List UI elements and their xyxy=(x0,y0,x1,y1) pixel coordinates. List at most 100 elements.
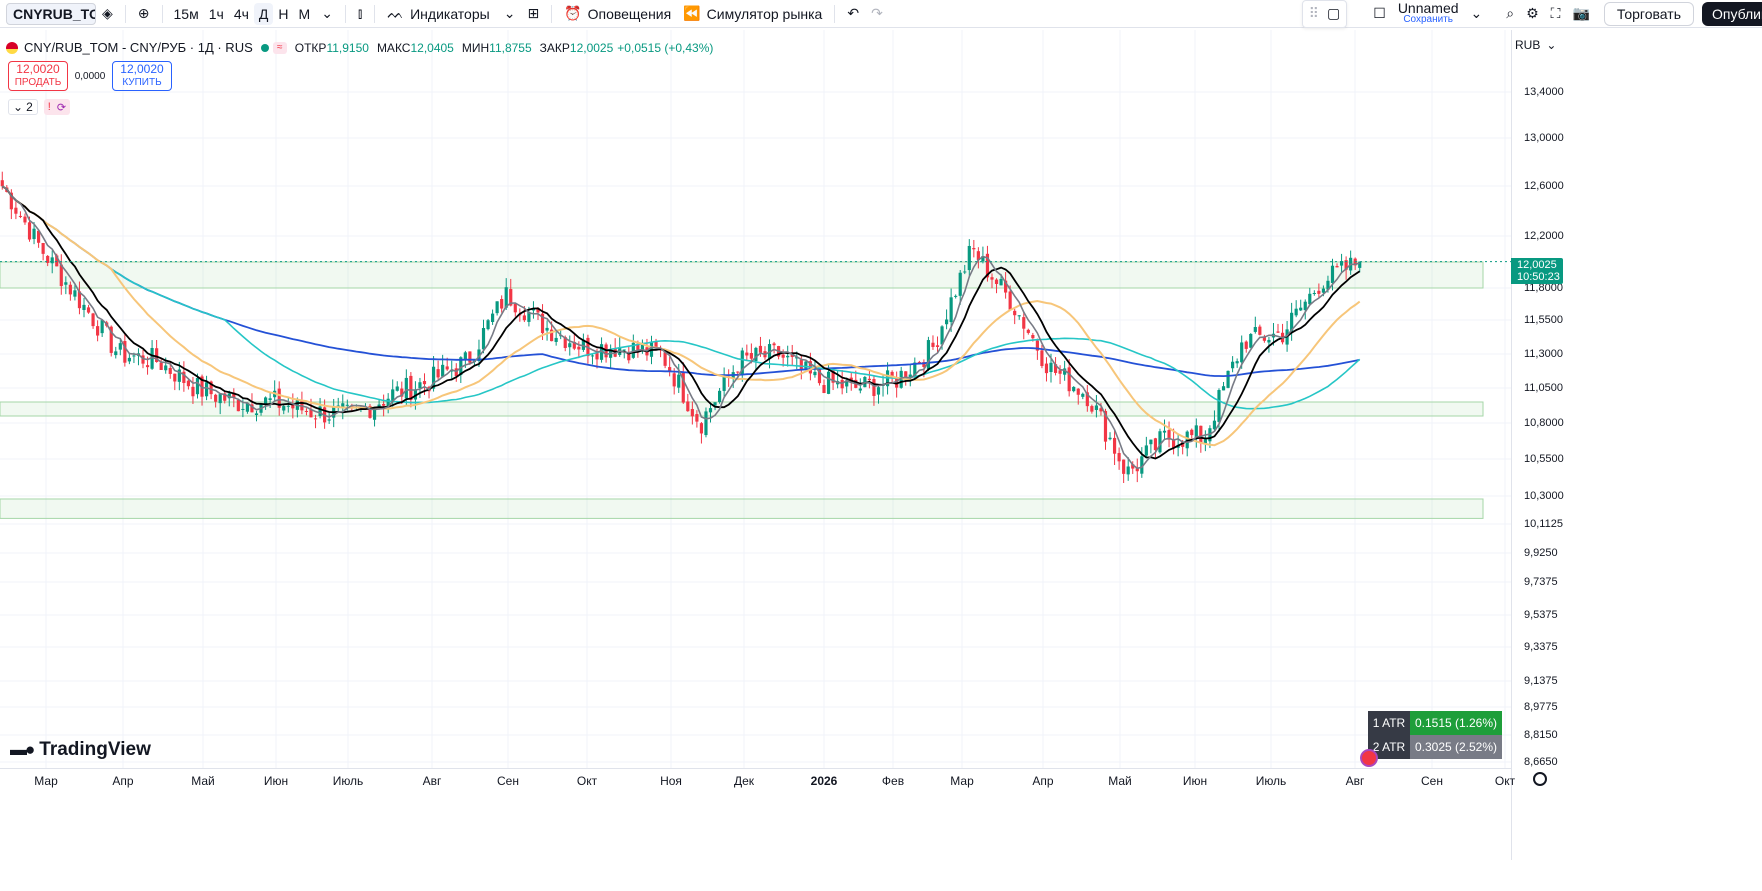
price-axis[interactable]: 13,4000 13,0000 12,6000 12,2000 11,8000 11,55… xyxy=(1511,30,1762,860)
candle-body xyxy=(935,345,940,347)
candle-body xyxy=(18,215,23,217)
candle-body xyxy=(9,192,13,210)
candles-icon[interactable]: ⫾ xyxy=(357,5,363,21)
candle-body xyxy=(595,353,599,360)
fullscreen-icon[interactable]: ⛶ xyxy=(1550,5,1561,21)
symbol-search-input[interactable]: CNYRUB_TOM xyxy=(6,2,96,25)
chevron-down-icon[interactable]: ⌄ xyxy=(321,5,333,21)
change-value: +0,0515 (+0,43%) xyxy=(617,40,714,55)
candle-body xyxy=(654,341,658,348)
candle-body xyxy=(1103,410,1108,442)
candle-body xyxy=(581,339,585,350)
candle-body xyxy=(718,390,722,403)
candle-body xyxy=(1067,367,1071,392)
candle-body xyxy=(895,377,899,388)
candle-body xyxy=(949,297,953,323)
chevron-down-icon[interactable]: ⌄ xyxy=(1470,5,1483,21)
time-tick-label: Мар xyxy=(34,774,58,788)
camera-icon[interactable]: 📷 xyxy=(1572,5,1590,21)
undo-icon[interactable]: ↶ xyxy=(847,5,860,21)
settings-icon[interactable]: ⚙ xyxy=(1526,5,1539,21)
time-axis[interactable]: Мар Апр Май Июн Июль Авг Сен Окт Ноя Дек 2026 Фев Ма… xyxy=(0,768,1515,792)
approx-icon[interactable]: ≈ xyxy=(272,41,287,54)
indicators-toggle[interactable]: ⌄ 2 xyxy=(8,99,38,115)
interval-2[interactable]: 4ч xyxy=(233,5,249,22)
candle-body xyxy=(1108,437,1112,440)
save-layout-button[interactable]: Unnamed Сохранить xyxy=(1392,1,1465,26)
atr-label: 1 ATR xyxy=(1368,711,1410,735)
candle-body xyxy=(1040,350,1044,366)
price-tick-label: 9,7375 xyxy=(1524,576,1558,588)
candle-body xyxy=(813,371,817,376)
candle-body xyxy=(286,405,290,407)
candle-body xyxy=(37,230,41,243)
price-tick-label: 11,8000 xyxy=(1524,282,1563,294)
currency-label: RUB xyxy=(1515,38,1541,52)
candle-body xyxy=(640,344,644,351)
price-tick-label: 11,3000 xyxy=(1524,348,1563,360)
candle-body xyxy=(345,404,349,406)
candle-body xyxy=(27,222,32,240)
select-layout-button[interactable]: ⠿ ▢ xyxy=(1301,0,1348,28)
price-tick-label: 10,3000 xyxy=(1524,490,1564,502)
candle-body xyxy=(1258,326,1262,335)
layouts-icon[interactable]: ⊞ xyxy=(527,5,540,21)
candle-body xyxy=(395,386,399,391)
candle-body xyxy=(994,279,999,284)
diamond-icon[interactable]: ◈ xyxy=(102,5,113,21)
time-tick-label: Авг xyxy=(422,774,442,788)
interval-1[interactable]: 1ч xyxy=(208,5,224,22)
candle-body xyxy=(531,309,536,311)
trade-button[interactable]: Торговать xyxy=(1603,1,1694,26)
currency-select[interactable]: RUB ⌄ xyxy=(1515,38,1556,52)
interval-0[interactable]: 15м xyxy=(173,5,199,22)
candle-body xyxy=(245,403,250,412)
candle-body xyxy=(491,313,495,322)
market-status-icon[interactable] xyxy=(260,43,269,52)
save-label: Сохранить xyxy=(1403,13,1454,25)
add-symbol-icon[interactable]: ⊕ xyxy=(137,5,150,21)
sell-button[interactable]: 12,0020 ПРОДАТЬ xyxy=(8,61,68,91)
candle-body xyxy=(1090,406,1094,412)
indicator-alert-badge[interactable]: ! ⟳ xyxy=(43,99,71,115)
candle-body xyxy=(64,282,68,285)
layout-checkbox-icon[interactable]: ☐ xyxy=(1373,5,1386,21)
low-value: 11,8755 xyxy=(489,40,532,55)
candle-body xyxy=(890,371,894,378)
price-tick-label: 12,6000 xyxy=(1524,180,1564,192)
candle-body xyxy=(981,256,985,262)
price-chart[interactable] xyxy=(0,30,1511,768)
time-tick-label: 2026 xyxy=(810,774,838,788)
quick-search-icon[interactable]: ⌕ xyxy=(1506,5,1515,21)
publish-button[interactable]: Опубликовать xyxy=(1702,1,1762,26)
event-marker-icon[interactable] xyxy=(1360,749,1378,767)
candle-body xyxy=(1158,431,1162,453)
indicators-button[interactable]: ᨓ Индикаторы ⌄ xyxy=(381,0,521,28)
axis-settings-icon[interactable] xyxy=(1533,772,1547,786)
replay-button[interactable]: ⏪ Симулятор рынка xyxy=(677,0,828,28)
candle-body xyxy=(404,377,408,399)
candle-body xyxy=(976,251,980,261)
redo-icon[interactable]: ↷ xyxy=(871,5,883,21)
candle-body xyxy=(1244,341,1248,349)
candle-body xyxy=(0,180,4,187)
tradingview-logo[interactable]: ▬● TradingView xyxy=(10,739,151,761)
candle-body xyxy=(1008,291,1012,310)
candle-body xyxy=(1172,439,1176,449)
interval-4[interactable]: Н xyxy=(278,5,289,22)
sell-label: ПРОДАТЬ xyxy=(14,77,62,88)
candle-body xyxy=(1235,361,1239,364)
interval-5[interactable]: М xyxy=(298,5,311,22)
candle-body xyxy=(123,341,127,363)
interval-3[interactable]: Д xyxy=(253,2,274,25)
alerts-button[interactable]: ⏰ Оповещения xyxy=(558,0,677,28)
divider xyxy=(161,4,163,23)
buy-button[interactable]: 12,0020 КУПИТЬ xyxy=(112,61,172,91)
time-tick-label: Окт xyxy=(576,774,598,788)
chevron-down-icon: ⌄ xyxy=(503,5,516,21)
candle-body xyxy=(550,329,554,342)
candle-body xyxy=(14,207,18,214)
candle-body xyxy=(159,362,163,370)
candle-body xyxy=(522,315,526,321)
